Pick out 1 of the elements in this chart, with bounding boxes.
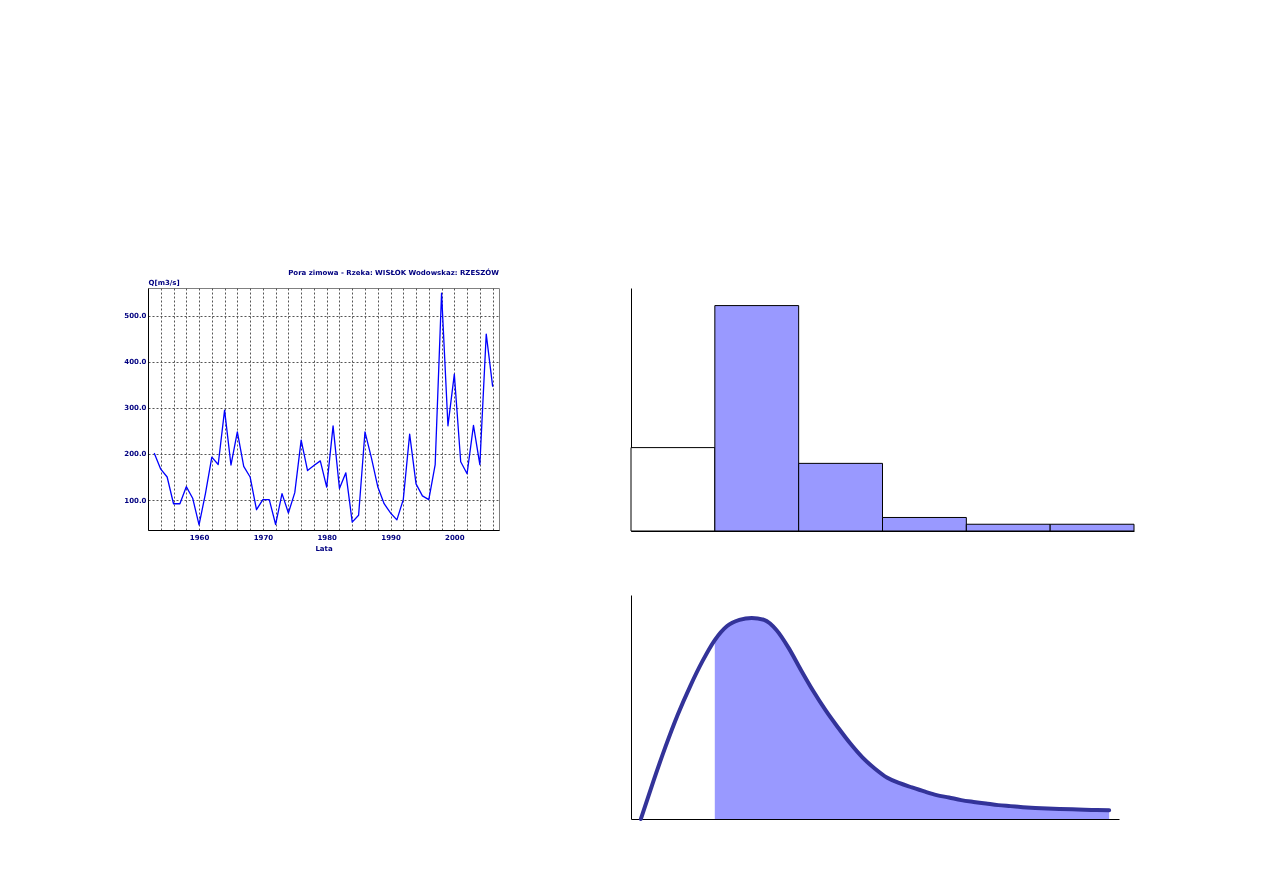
line-series — [153, 292, 494, 526]
